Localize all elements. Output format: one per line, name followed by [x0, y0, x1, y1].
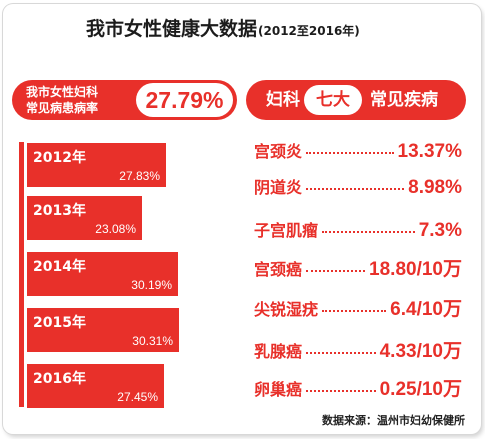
data-source-note: 数据来源：温州市妇幼保健所 [322, 414, 465, 427]
year-percentage: 27.45% [117, 390, 158, 404]
disease-row: 尖锐湿疣 6.4/10万 [254, 295, 462, 325]
disease-row: 阴道炎 8.98% [254, 173, 462, 203]
disease-name: 阴道炎 [254, 178, 303, 197]
disease-name: 宫颈癌 [254, 260, 303, 279]
disease-row: 卵巢癌 0.25/10万 [254, 375, 462, 405]
disease-value: 7.3% [418, 220, 462, 241]
disease-value: 0.25/10万 [379, 379, 462, 400]
year-axis-line [19, 142, 24, 407]
disease-row: 子宫肌瘤 7.3% [254, 216, 462, 246]
year-percentage: 30.31% [132, 334, 173, 348]
leader-dots [322, 310, 386, 312]
disease-value: 6.4/10万 [390, 299, 462, 320]
top7-prefix: 妇科 [266, 90, 300, 110]
page-title: 我市女性健康大数据(2012至2016年) [86, 14, 360, 42]
year-percentage: 30.19% [131, 278, 172, 292]
rate-label-line2: 常见病患病率 [26, 101, 99, 115]
year-bar: 2015年 30.31% [27, 308, 179, 352]
disease-value: 18.80/10万 [369, 259, 462, 280]
leader-dots [306, 188, 404, 190]
year-label: 2013年 [33, 203, 86, 219]
year-label: 2014年 [33, 259, 86, 275]
prevalence-rate-label: 我市女性妇科 常见病患病率 [26, 84, 126, 116]
disease-row: 宫颈炎 13.37% [254, 137, 462, 167]
prevalence-rate-value: 27.79% [136, 83, 233, 117]
disease-name: 子宫肌瘤 [254, 221, 319, 240]
leader-dots [306, 270, 365, 272]
disease-name: 宫颈炎 [254, 142, 303, 161]
year-bar: 2016年 27.45% [27, 364, 164, 408]
top7-suffix: 常见疾病 [370, 90, 438, 110]
year-bar: 2012年 27.83% [27, 143, 166, 187]
leader-dots [306, 352, 376, 354]
year-percentage: 23.08% [95, 222, 136, 236]
disease-value: 13.37% [397, 141, 462, 162]
year-label: 2015年 [33, 315, 86, 331]
subtitle-text: (2012至2016年) [258, 24, 360, 38]
title-text: 我市女性健康大数据 [86, 18, 258, 40]
top-seven-diseases-header: 妇科 七大 常见疾病 [246, 80, 466, 120]
year-bar: 2014年 30.19% [27, 252, 178, 296]
leader-dots [322, 231, 415, 233]
top7-highlight: 七大 [304, 85, 362, 115]
disease-row: 宫颈癌 18.80/10万 [254, 255, 462, 285]
disease-row: 乳腺癌 4.33/10万 [254, 337, 462, 367]
disease-value: 4.33/10万 [379, 341, 462, 362]
disease-name: 卵巢癌 [254, 380, 303, 399]
leader-dots [306, 390, 376, 392]
leader-dots [306, 152, 394, 154]
rate-label-line1: 我市女性妇科 [26, 85, 99, 99]
year-bar: 2013年 23.08% [27, 196, 142, 240]
disease-name: 尖锐湿疣 [254, 300, 319, 319]
year-label: 2016年 [33, 371, 86, 387]
disease-value: 8.98% [408, 177, 462, 198]
year-label: 2012年 [33, 150, 86, 166]
prevalence-rate-badge: 我市女性妇科 常见病患病率 27.79% [12, 80, 237, 120]
disease-name: 乳腺癌 [254, 342, 303, 361]
year-percentage: 27.83% [119, 169, 160, 183]
